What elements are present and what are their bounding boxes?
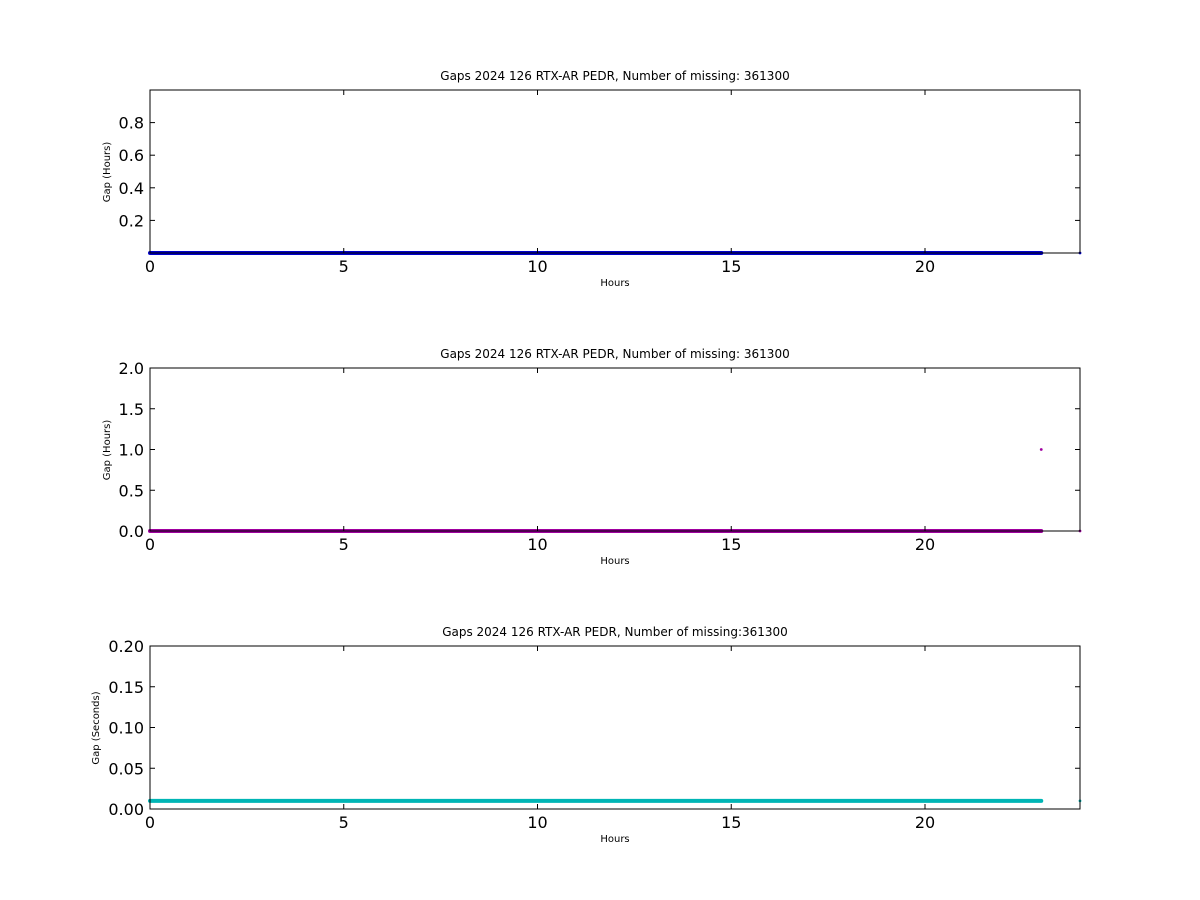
- x-tick-label: 10: [527, 257, 547, 276]
- y-axis-label: Gap (Hours): [102, 420, 113, 481]
- x-tick-label: 10: [527, 535, 547, 554]
- x-axis-label: Hours: [600, 556, 629, 567]
- axes-frame: [149, 367, 1081, 532]
- y-tick-label: 0.0: [119, 522, 144, 541]
- x-tick-label: 0: [145, 257, 155, 276]
- x-tick-label: 0: [145, 535, 155, 554]
- axes-frame: [149, 645, 1081, 810]
- chart-panel-2: Gaps 2024 126 RTX-AR PEDR, Number of mis…: [102, 347, 1082, 567]
- x-tick-label: 5: [339, 813, 349, 832]
- x-axis-label: Hours: [600, 278, 629, 289]
- x-tick-label: 20: [915, 535, 935, 554]
- y-tick-label: 1.5: [119, 400, 144, 419]
- y-tick-label: 0.20: [108, 637, 144, 656]
- chart-title: Gaps 2024 126 RTX-AR PEDR, Number of mis…: [440, 69, 789, 83]
- chart-panel-1: Gaps 2024 126 RTX-AR PEDR, Number of mis…: [102, 69, 1082, 289]
- chart-panel-3: Gaps 2024 126 RTX-AR PEDR, Number of mis…: [91, 625, 1082, 845]
- y-tick-label: 2.0: [119, 359, 144, 378]
- plot-area: 0 5 10 15 20 0.00 0.05 0.10 0.15 0.20: [108, 637, 1082, 832]
- x-tick-label: 15: [721, 257, 741, 276]
- y-tick-label: 0.2: [119, 211, 144, 230]
- y-tick-label: 0.5: [119, 481, 144, 500]
- plot-area: 0 5 10 15 20 0.2 0.4 0.6 0.8: [119, 89, 1082, 276]
- y-tick-label: 0.15: [108, 678, 144, 697]
- x-tick-label: 15: [721, 813, 741, 832]
- y-tick-label: 0.6: [119, 146, 144, 165]
- y-tick-label: 0.8: [119, 114, 144, 133]
- y-tick-label: 0.10: [108, 719, 144, 738]
- y-tick-label: 1.0: [119, 441, 144, 460]
- x-tick-label: 20: [915, 257, 935, 276]
- x-tick-label: 5: [339, 535, 349, 554]
- chart-title: Gaps 2024 126 RTX-AR PEDR, Number of mis…: [442, 625, 788, 639]
- x-axis-label: Hours: [600, 834, 629, 845]
- x-tick-label: 10: [527, 813, 547, 832]
- y-tick-label: 0.00: [108, 800, 144, 819]
- y-tick-label: 0.05: [108, 759, 144, 778]
- chart-title: Gaps 2024 126 RTX-AR PEDR, Number of mis…: [440, 347, 789, 361]
- y-axis-label: Gap (Hours): [102, 142, 113, 203]
- y-tick-label: 0.4: [119, 179, 144, 198]
- x-tick-label: 20: [915, 813, 935, 832]
- x-tick-label: 15: [721, 535, 741, 554]
- y-axis-label: Gap (Seconds): [91, 691, 102, 764]
- axes-frame: [149, 89, 1081, 254]
- x-tick-label: 0: [145, 813, 155, 832]
- data-point: [1039, 448, 1043, 451]
- x-tick-label: 5: [339, 257, 349, 276]
- plot-area: 0 5 10 15 20 0.0 0.5 1.0 1.5 2.0: [119, 359, 1082, 554]
